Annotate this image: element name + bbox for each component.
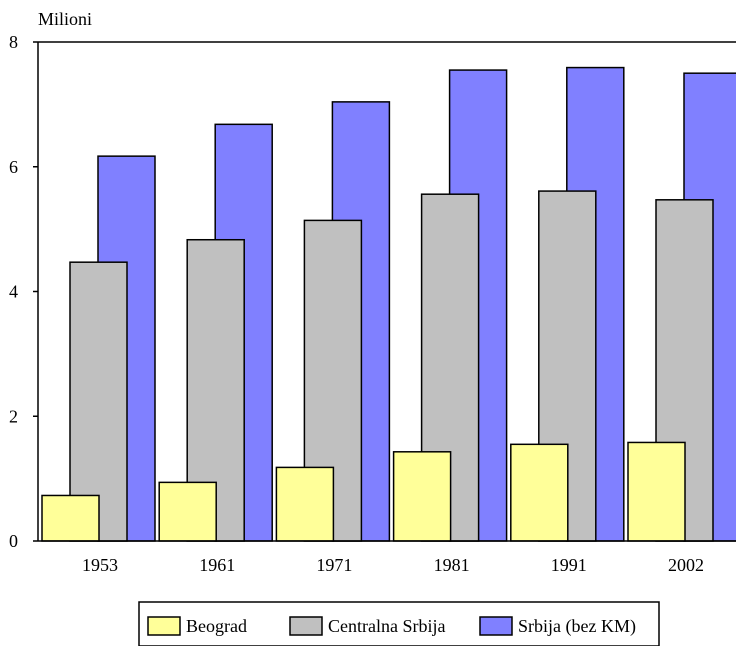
x-tick-label-1953: 1953 xyxy=(82,555,118,575)
x-tick-label-1971: 1971 xyxy=(316,555,352,575)
bar-beograd-2002 xyxy=(627,441,686,542)
bar-beograd-1953 xyxy=(41,494,100,542)
bar-beograd-1971 xyxy=(275,466,335,542)
y-tick-label-4: 4 xyxy=(9,282,18,302)
x-tick-label-1981: 1981 xyxy=(434,555,470,575)
legend-swatch-beograd xyxy=(147,616,181,636)
x-tick-label-1991: 1991 xyxy=(551,555,587,575)
legend-box xyxy=(138,601,660,646)
bar-beograd-1981 xyxy=(392,451,452,542)
bar-centralna-srbija-1953 xyxy=(69,261,128,542)
axes-group: 0 2 4 6 8 1953 1961 1971 1981 1991 2002 xyxy=(9,32,736,575)
bar-beograd-1961 xyxy=(158,481,217,542)
legend: Beograd Centralna Srbija Srbija (bez KM) xyxy=(138,601,660,646)
legend-swatch-srbija-bez-km- xyxy=(479,616,513,636)
y-tick-label-6: 6 xyxy=(9,157,18,177)
legend-label-centralna-srbija: Centralna Srbija xyxy=(328,616,445,636)
y-axis-label: Milioni xyxy=(38,9,92,29)
x-tick-label-2002: 2002 xyxy=(668,555,704,575)
bars-group xyxy=(41,66,736,542)
x-tick-label-1961: 1961 xyxy=(199,555,235,575)
y-tick-label-2: 2 xyxy=(9,406,18,426)
y-tick-label-0: 0 xyxy=(9,531,18,551)
legend-label-beograd: Beograd xyxy=(186,616,247,636)
y-tick-label-8: 8 xyxy=(9,32,18,52)
legend-swatch-centralna-srbija xyxy=(289,616,323,636)
legend-label-srbija-bez-km-: Srbija (bez KM) xyxy=(518,616,636,637)
bar-beograd-1991 xyxy=(510,443,569,542)
